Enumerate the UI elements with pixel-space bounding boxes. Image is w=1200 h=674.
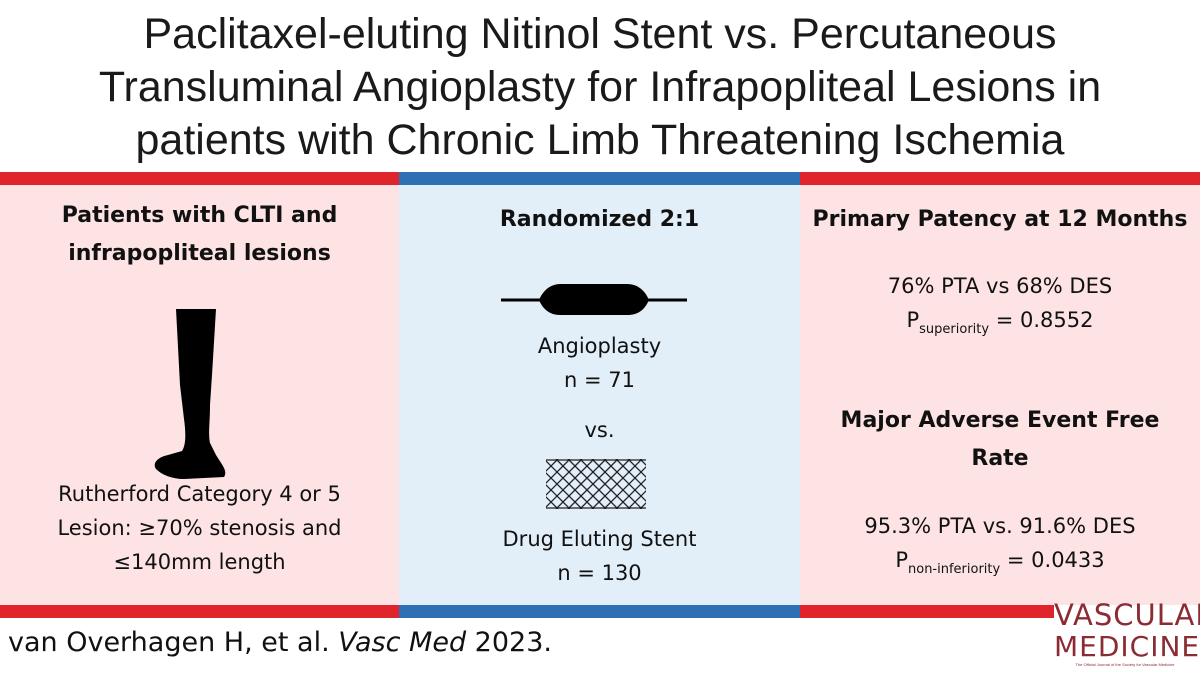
title-line-3: patients with Chronic Limb Threatening I… <box>135 116 1065 164</box>
stripe-blue-middle-bottom <box>399 605 800 618</box>
page-title: Paclitaxel-eluting Nitinol Stent vs. Per… <box>0 8 1200 167</box>
logo-line-1: VASCULAR <box>1054 598 1200 632</box>
stent-n: n = 130 <box>557 561 642 585</box>
stent-mesh-icon <box>546 459 646 509</box>
journal-logo: VASCULAR MEDICINE The Official Journal o… <box>1054 598 1200 670</box>
mae-p-value: Pnon-inferiority = 0.0433 <box>895 548 1105 577</box>
patency-p-value: Psuperiority = 0.8552 <box>906 308 1094 337</box>
title-line-1: Paclitaxel-eluting Nitinol Stent vs. Per… <box>143 10 1057 58</box>
randomization-panel: Randomized 2:1 Angioplasty n = 71 vs. Dr… <box>399 185 800 605</box>
angioplasty-label: Angioplasty <box>537 334 662 358</box>
stripe-red-right-bottom <box>800 605 1054 618</box>
stent-label: Drug Eluting Stent <box>502 527 697 551</box>
population-heading-line-2: infrapopliteal lesions <box>68 241 331 266</box>
mae-result: 95.3% PTA vs. 91.6% DES <box>864 514 1136 538</box>
versus-label: vs. <box>584 418 615 442</box>
angioplasty-arm: Angioplasty n = 71 <box>399 329 800 397</box>
top-divider-stripe <box>0 172 1200 185</box>
outcomes-panel: Primary Patency at 12 Months 76% PTA vs … <box>800 185 1200 605</box>
stripe-red-left-bottom <box>0 605 399 618</box>
criteria-line-1: Rutherford Category 4 or 5 <box>58 482 341 506</box>
criteria-line-2: Lesion: ≥70% stenosis and <box>57 516 342 540</box>
stripe-red-right <box>800 172 1200 185</box>
mae-heading-line-1: Major Adverse Event Free <box>840 408 1160 433</box>
randomization-heading: Randomized 2:1 <box>499 207 700 232</box>
population-heading: Patients with CLTI and infrapopliteal le… <box>0 197 399 273</box>
logo-tagline: The Official Journal of the Society for … <box>1075 662 1175 667</box>
stripe-red-left <box>0 172 399 185</box>
mae-heading: Major Adverse Event Free Rate <box>800 402 1200 478</box>
population-panel: Patients with CLTI and infrapopliteal le… <box>0 185 399 605</box>
angioplasty-n: n = 71 <box>564 368 635 392</box>
leg-icon <box>154 309 226 479</box>
population-heading-line-1: Patients with CLTI and <box>61 203 338 228</box>
mae-heading-line-2: Rate <box>971 446 1029 471</box>
title-line-2: Transluminal Angioplasty for Infrapoplit… <box>98 63 1102 111</box>
stent-arm: Drug Eluting Stent n = 130 <box>399 522 800 590</box>
bottom-divider-stripe <box>0 605 1200 618</box>
citation-year: 2023. <box>466 627 552 658</box>
logo-line-2: MEDICINE <box>1054 630 1200 663</box>
stripe-blue-middle <box>399 172 800 185</box>
patency-results: 76% PTA vs 68% DES Psuperiority = 0.8552 <box>800 269 1200 347</box>
citation: van Overhagen H, et al. Vasc Med 2023. <box>8 627 552 658</box>
citation-authors: van Overhagen H, et al. <box>8 627 339 658</box>
patency-heading: Primary Patency at 12 Months <box>812 207 1188 232</box>
mae-results: 95.3% PTA vs. 91.6% DES Pnon-inferiority… <box>800 509 1200 587</box>
criteria-line-3: ≤140mm length <box>113 550 286 574</box>
patency-result: 76% PTA vs 68% DES <box>887 274 1113 298</box>
population-criteria: Rutherford Category 4 or 5 Lesion: ≥70% … <box>0 477 399 579</box>
citation-journal: Vasc Med <box>338 627 467 658</box>
balloon-catheter-icon <box>501 284 687 315</box>
